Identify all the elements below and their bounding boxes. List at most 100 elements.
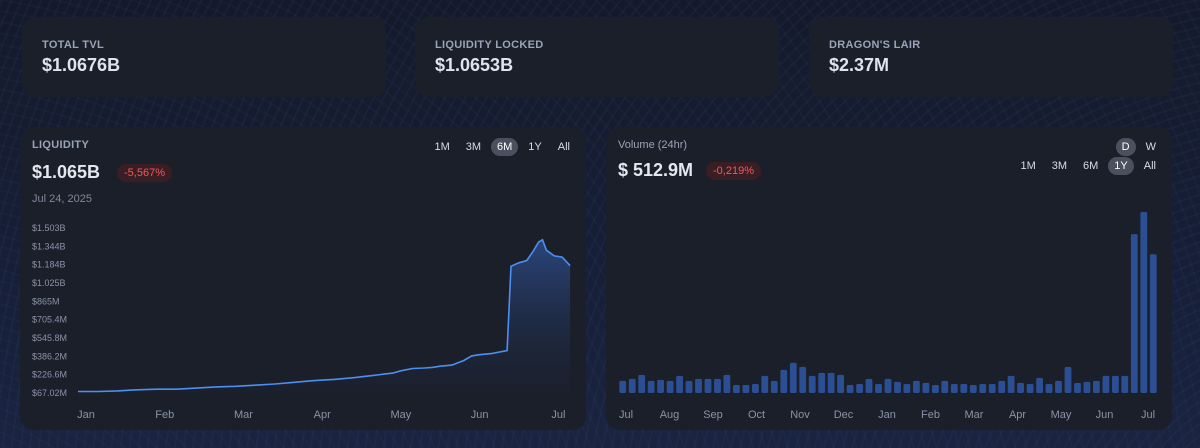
x-tick-label: Mar bbox=[234, 409, 253, 421]
x-tick-label: Jul bbox=[551, 409, 565, 421]
x-tick-label: Aug bbox=[660, 409, 680, 421]
liquidity-locked-value: $1.0653B bbox=[435, 55, 514, 75]
volume-bar bbox=[1140, 212, 1148, 393]
volume-bar bbox=[969, 385, 977, 393]
x-tick-label: Feb bbox=[921, 409, 940, 421]
x-tick-label: May bbox=[1051, 409, 1072, 421]
volume-bar bbox=[742, 385, 750, 393]
dragons-lair-label: DRAGON'S LAIR bbox=[829, 39, 921, 51]
volume-bar bbox=[827, 372, 835, 393]
volume-bar bbox=[875, 384, 882, 393]
volume-bar bbox=[808, 375, 816, 393]
dragons-lair-card: DRAGON'S LAIR $2.37M bbox=[809, 17, 1173, 97]
volume-bar bbox=[799, 366, 807, 393]
volume-bar bbox=[865, 378, 873, 393]
x-tick-label: Oct bbox=[748, 409, 765, 421]
volume-bar bbox=[704, 378, 712, 393]
volume-bar bbox=[913, 380, 920, 393]
volume-granularity-w-button[interactable]: W bbox=[1145, 141, 1156, 153]
volume-bar bbox=[789, 362, 797, 393]
liquidity-date: Jul 24, 2025 bbox=[32, 193, 92, 205]
volume-bar bbox=[676, 375, 683, 393]
y-tick-label: $1.344B bbox=[32, 241, 66, 251]
volume-range-6m-button[interactable]: 6M bbox=[1083, 160, 1099, 172]
volume-bar bbox=[998, 380, 1006, 393]
volume-bar bbox=[979, 384, 987, 393]
volume-bar bbox=[988, 384, 996, 393]
x-tick-label: Jun bbox=[1096, 409, 1114, 421]
liquidity-line bbox=[78, 238, 571, 393]
dragons-lair-value: $2.37M bbox=[829, 55, 890, 75]
volume-bar bbox=[1130, 234, 1138, 393]
volume-bar bbox=[1055, 380, 1062, 393]
volume-bar bbox=[761, 375, 769, 393]
y-tick-label: $1.184B bbox=[32, 260, 66, 270]
x-tick-label: Feb bbox=[155, 409, 174, 421]
volume-bar bbox=[1007, 375, 1015, 393]
volume-range-all-button[interactable]: All bbox=[1143, 160, 1156, 172]
volume-range-1m-button[interactable]: 1M bbox=[1020, 160, 1036, 172]
volume-bar bbox=[856, 384, 863, 393]
x-tick-label: Dec bbox=[834, 409, 854, 421]
liquidity-title: LIQUIDITY bbox=[32, 139, 90, 151]
volume-bar bbox=[770, 380, 778, 393]
liquidity-range-6m-button[interactable]: 6M bbox=[491, 138, 519, 156]
x-tick-label: Jan bbox=[77, 409, 95, 421]
y-tick-label: $705.4M bbox=[32, 315, 67, 325]
y-tick-label: $386.2M bbox=[32, 351, 67, 361]
liquidity-range-3m-button[interactable]: 3M bbox=[465, 141, 482, 153]
total-tvl-card: TOTAL TVL $1.0676B bbox=[22, 17, 386, 97]
liquidity-area-chart[interactable]: $1.503B $1.344B $1.184B $1.025B $865M $705.4M… bbox=[20, 127, 586, 430]
y-tick-label: $1.025B bbox=[32, 278, 66, 288]
volume-bar bbox=[619, 380, 627, 393]
volume-range-3m-button[interactable]: 3M bbox=[1051, 160, 1068, 172]
liquidity-range-1y-button[interactable]: 1Y bbox=[528, 141, 542, 153]
volume-bar-chart[interactable]: Jul Aug Sep Oct Nov Dec Jan Feb Mar Apr May Jun Jul bbox=[606, 127, 1172, 430]
x-tick-label: Jun bbox=[471, 409, 489, 421]
liquidity-range-all-button[interactable]: All bbox=[557, 141, 570, 153]
volume-bar bbox=[657, 379, 664, 393]
volume-bar bbox=[628, 378, 636, 393]
volume-bar bbox=[685, 380, 693, 393]
liquidity-panel: LIQUIDITY 1M 3M 6M 1Y All $1.065B -5,567% Ju… bbox=[20, 127, 586, 430]
volume-bar bbox=[638, 374, 646, 393]
total-tvl-value: $1.0676B bbox=[42, 55, 121, 75]
volume-change-badge: -0,219% bbox=[706, 162, 761, 180]
volume-bar bbox=[884, 378, 892, 393]
liquidity-area-fill bbox=[78, 239, 571, 393]
liquidity-value: $1.065B bbox=[32, 162, 101, 182]
volume-bar bbox=[941, 380, 949, 393]
volume-bar bbox=[780, 369, 788, 393]
liquidity-range-1m-button[interactable]: 1M bbox=[434, 141, 450, 153]
volume-bar bbox=[1093, 380, 1100, 393]
volume-granularity-d-button[interactable]: D bbox=[1115, 138, 1136, 156]
volume-bar bbox=[647, 380, 655, 393]
x-tick-label: Jul bbox=[1141, 409, 1155, 421]
liquidity-locked-label: LIQUIDITY LOCKED bbox=[435, 39, 544, 51]
y-tick-label: $865M bbox=[32, 296, 60, 306]
volume-range-1y-button[interactable]: 1Y bbox=[1108, 157, 1134, 175]
volume-bar bbox=[1074, 382, 1081, 393]
x-tick-label: Nov bbox=[790, 409, 810, 421]
x-tick-label: Apr bbox=[1009, 409, 1026, 421]
volume-bar bbox=[733, 385, 740, 393]
volume-bar bbox=[818, 372, 826, 393]
y-tick-label: $67.02M bbox=[32, 388, 67, 398]
y-tick-label: $545.8M bbox=[32, 333, 67, 343]
volume-value: $ 512.9M bbox=[618, 160, 694, 180]
volume-bar bbox=[903, 384, 911, 393]
volume-bar bbox=[752, 384, 759, 393]
volume-bar bbox=[950, 384, 958, 393]
volume-bar bbox=[666, 380, 674, 393]
y-tick-label: $226.6M bbox=[32, 370, 67, 380]
volume-bar bbox=[1026, 384, 1034, 393]
volume-bar bbox=[695, 378, 702, 393]
x-tick-label: May bbox=[391, 409, 412, 421]
volume-bar bbox=[960, 384, 968, 393]
total-tvl-label: TOTAL TVL bbox=[42, 39, 104, 51]
x-tick-label: Jul bbox=[619, 409, 633, 421]
volume-bar bbox=[1064, 366, 1072, 393]
volume-bar bbox=[723, 374, 731, 393]
